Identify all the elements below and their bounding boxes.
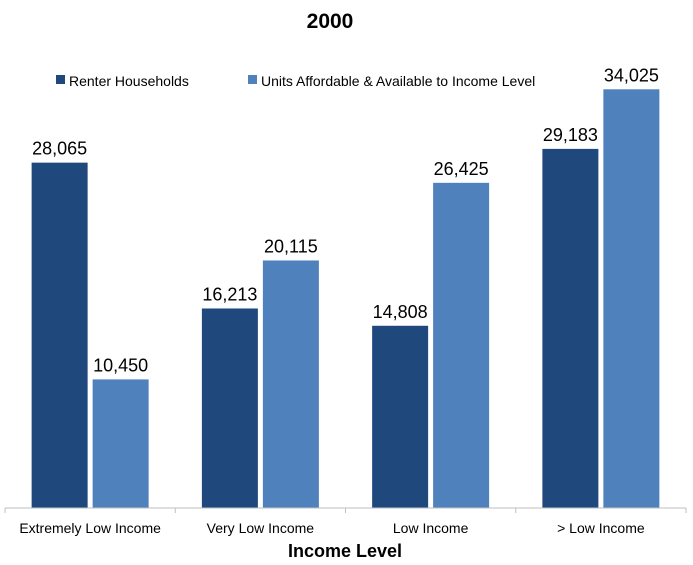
legend-label-renter-households: Renter Households: [69, 73, 189, 89]
value-labels: 28,065 10,450 16,213 20,115 14,808 26,425 29,1…: [32, 65, 659, 375]
legend-item-units-affordable: Units Affordable & Available to Income L…: [248, 73, 535, 89]
value-label-units-affordable-available-to-income-level-very-low-income: 20,115: [264, 236, 318, 256]
chart-title: 2000: [307, 10, 354, 33]
value-label-renter-households-extremely-low-income: 28,065: [32, 139, 87, 159]
bar-units-affordable-available-to-income-level-low-income: [433, 182, 490, 509]
legend-label-units-affordable: Units Affordable & Available to Income L…: [261, 73, 535, 89]
value-label-renter-households-low-income: 14,808: [373, 302, 428, 322]
bar-units-affordable-available-to-income-level-low-income: [603, 89, 660, 509]
x-tick-label-low-income: Low Income: [393, 520, 469, 536]
bar-units-affordable-available-to-income-level-extremely-low-income: [92, 379, 149, 508]
bar-renter-households-extremely-low-income: [31, 162, 88, 508]
x-tick-label-extremely-low-income: Extremely Low Income: [19, 520, 161, 536]
bars: [31, 89, 660, 509]
legend: Renter Households Units Affordable & Ava…: [56, 73, 535, 89]
x-axis-ticks: [4, 508, 687, 513]
legend-swatch-units-affordable: [248, 75, 257, 84]
value-label-renter-households-very-low-income: 16,213: [202, 284, 257, 304]
value-label-units-affordable-available-to-income-level-low-income: 26,425: [434, 159, 489, 179]
legend-item-renter-households: Renter Households: [56, 73, 189, 89]
x-axis-tick-labels: Extremely Low Income Very Low Income Low I…: [19, 520, 645, 536]
bar-renter-households-low-income: [372, 325, 429, 508]
value-label-units-affordable-available-to-income-level-low-income: 34,025: [604, 65, 659, 85]
value-label-units-affordable-available-to-income-level-extremely-low-income: 10,450: [93, 355, 148, 375]
legend-swatch-renter-households: [56, 75, 65, 84]
x-axis-title: Income Level: [288, 541, 402, 561]
bar-units-affordable-available-to-income-level-very-low-income: [262, 260, 319, 508]
x-tick-label-very-low-income: Very Low Income: [207, 520, 315, 536]
bar-renter-households-very-low-income: [201, 308, 258, 508]
bar-renter-households-low-income: [542, 148, 599, 509]
x-tick-label-low-income: > Low Income: [557, 520, 645, 536]
value-label-renter-households-low-income: 29,183: [543, 125, 598, 145]
